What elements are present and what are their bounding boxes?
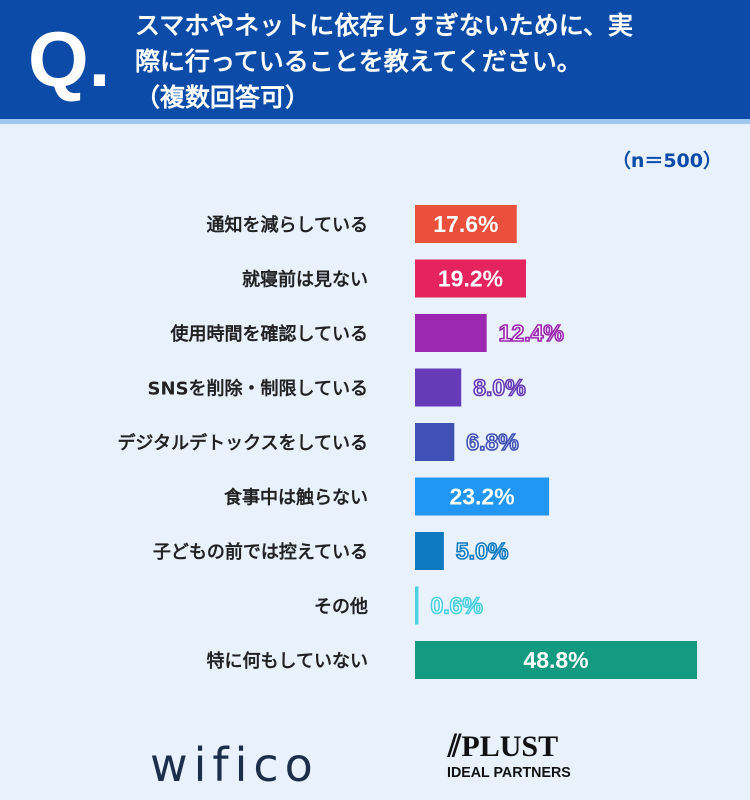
bar: [415, 586, 419, 625]
bar-chart: 通知を減らしている 17.6% 就寝前は見ない 19.2% 使用時間を確認している 12.…: [117, 205, 698, 679]
bar: [415, 532, 444, 570]
question-title: スマホやネットに依存しすぎないために、実 際に行っていることを教えてください。 …: [135, 8, 735, 116]
category-label: 食事中は触らない: [223, 487, 368, 509]
bar: [415, 477, 550, 516]
header: Q. スマホやネットに依存しすぎないために、実 際に行っていることを教えてくださ…: [0, 0, 750, 124]
value-label: 0.6%: [430, 593, 482, 619]
category-label: 通知を減らしている: [207, 214, 368, 236]
category-label: 特に何もしていない: [207, 650, 368, 672]
value-label: 23.2%: [449, 484, 514, 510]
value-label: 5.0%: [456, 538, 508, 564]
wifico-logo: wifico: [150, 738, 319, 792]
bar: [415, 205, 517, 243]
value-label: 17.6%: [433, 211, 498, 237]
category-label: その他: [314, 596, 368, 618]
category-label: 子どもの前では控えている: [153, 541, 368, 563]
q-mark: Q.: [28, 15, 111, 103]
category-label: デジタルデトックスをしている: [117, 432, 368, 454]
value-label: 12.4%: [499, 320, 564, 346]
value-label: 6.8%: [466, 429, 518, 455]
value-label: 8.0%: [473, 375, 525, 401]
logos: wifico ⫽PLUST IDEAL PARTNERS: [0, 730, 750, 792]
category-label: SNSを削除・制限している: [148, 378, 368, 400]
bar: [415, 314, 487, 352]
title-line: （複数回答可）: [135, 83, 311, 112]
sample-size: （n＝500）: [611, 150, 722, 172]
category-label: 使用時間を確認している: [170, 323, 368, 345]
bar: [415, 259, 526, 298]
value-label: 19.2%: [438, 266, 503, 292]
title-line: スマホやネットに依存しすぎないために、実: [135, 11, 634, 40]
title-line: 際に行っていることを教えてください。: [135, 47, 582, 76]
bar: [415, 423, 455, 461]
bar: [415, 641, 698, 679]
category-label: 就寝前は見ない: [242, 269, 368, 291]
plust-logo: ⫽PLUST: [448, 730, 559, 763]
bar: [415, 368, 462, 407]
ideal-partners-logo: IDEAL PARTNERS: [447, 764, 571, 781]
value-label: 48.8%: [523, 647, 588, 673]
